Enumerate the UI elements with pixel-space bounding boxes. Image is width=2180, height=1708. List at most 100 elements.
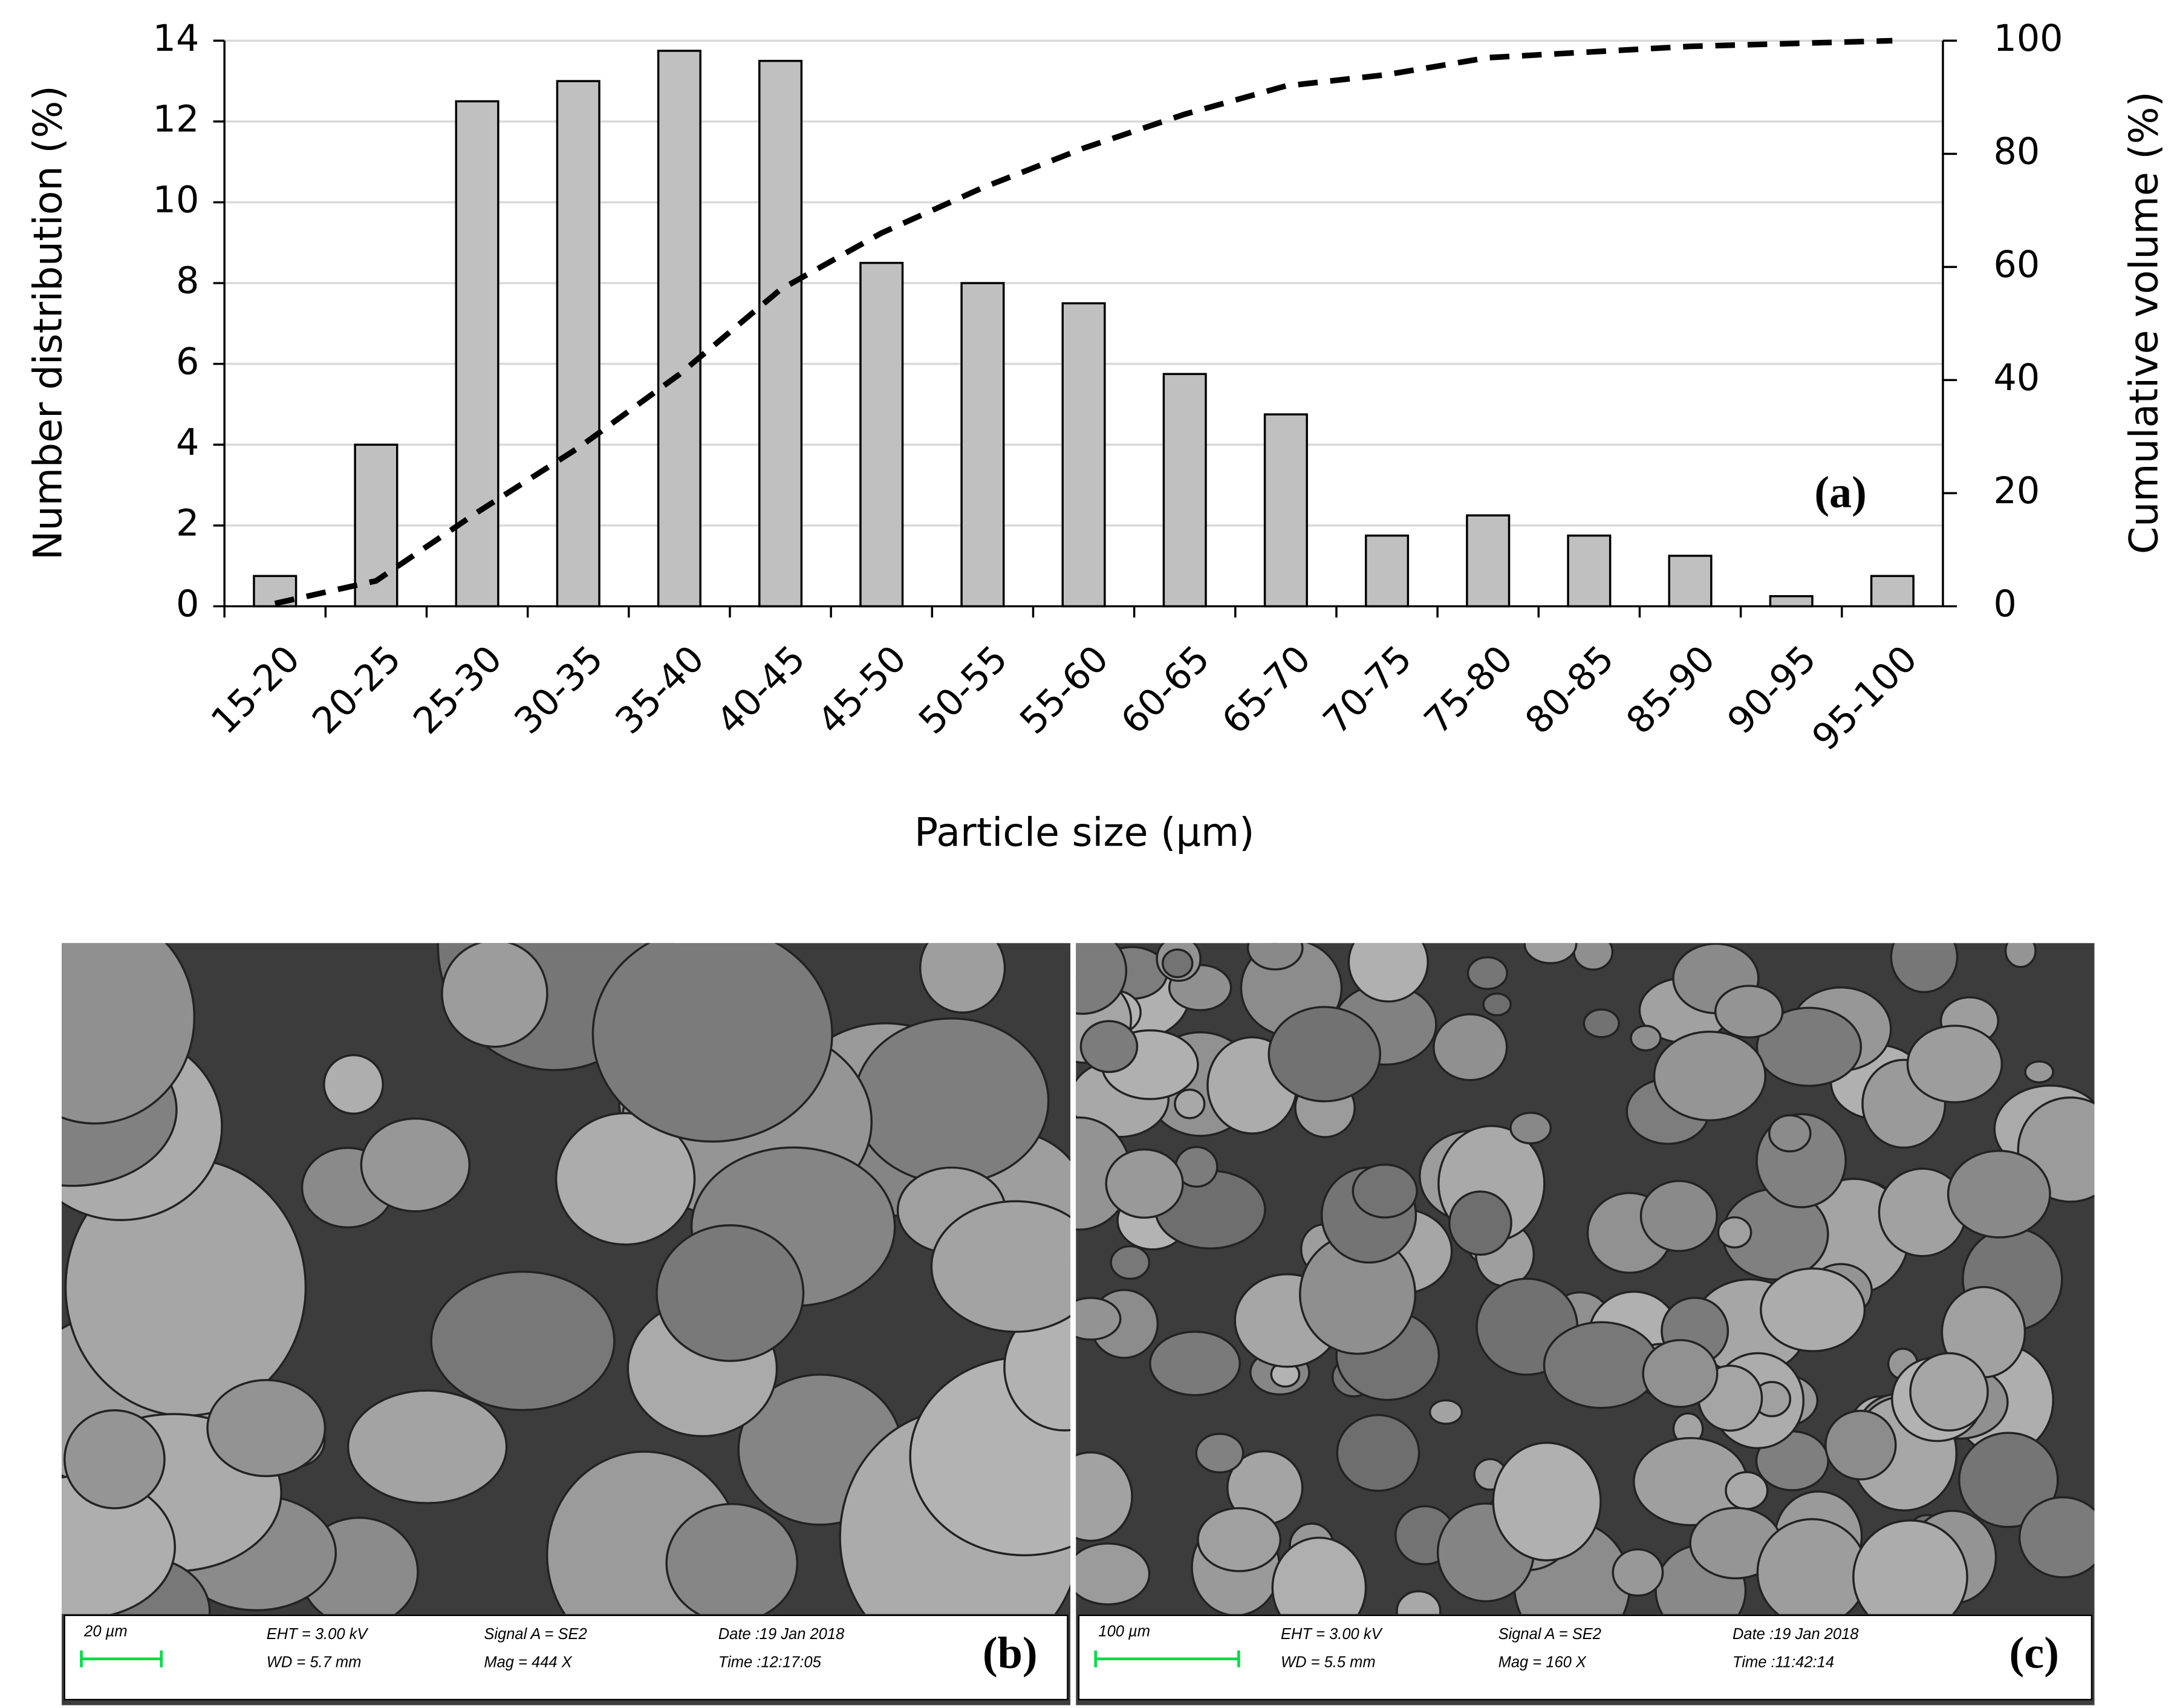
- bar: [1668, 555, 1713, 608]
- particle: [1543, 1321, 1659, 1409]
- x-tick-label: 60-65: [1113, 637, 1218, 742]
- eht: EHT = 3.00 kV: [1281, 1626, 1383, 1643]
- x-tick-label: 70-75: [1315, 637, 1420, 742]
- x-tick-label: 80-85: [1517, 637, 1622, 742]
- particle: [1768, 1114, 1812, 1153]
- particle: [1653, 1031, 1767, 1122]
- scale-label: 100 µm: [1098, 1623, 1150, 1640]
- bar: [758, 59, 803, 608]
- y2-tick-label: 0: [1993, 583, 2016, 625]
- particle: [1174, 1088, 1206, 1120]
- annotation: (a): [1814, 468, 1867, 517]
- particle: [62, 943, 196, 1125]
- bar: [1567, 534, 1612, 608]
- particle: [347, 1389, 508, 1505]
- info-bar: [1078, 1614, 2093, 1701]
- x-tick-label: 55-60: [1012, 637, 1116, 742]
- bar: [556, 80, 600, 608]
- time: Time :11:42:14: [1733, 1654, 1834, 1671]
- bar: [859, 261, 904, 608]
- particle: [1824, 1409, 1897, 1481]
- particle: [591, 943, 833, 1143]
- particle: [1076, 1297, 1122, 1341]
- x-tick-label: 30-35: [507, 637, 611, 742]
- particle: [1573, 943, 1614, 971]
- particle: [206, 1379, 327, 1478]
- particle: [1909, 1352, 1989, 1432]
- particle: [1433, 1013, 1508, 1081]
- date: Date :19 Jan 2018: [718, 1626, 845, 1643]
- particle: [1076, 1451, 1133, 1542]
- y2-tick-label: 20: [1993, 470, 2040, 512]
- bar: [1263, 413, 1308, 608]
- y-axis-title: Number distribution (%): [26, 85, 71, 560]
- particle: [2004, 943, 2037, 968]
- x-tick-label: 40-45: [709, 637, 813, 742]
- y-tick-label: 12: [153, 98, 200, 140]
- particle: [63, 1409, 166, 1510]
- time: Time :12:17:05: [718, 1654, 822, 1671]
- y2-tick-label: 40: [1993, 357, 2040, 399]
- bar: [1365, 534, 1410, 608]
- date: Date :19 Jan 2018: [1733, 1626, 1859, 1643]
- particle: [1110, 1245, 1151, 1280]
- particle: [1957, 1432, 2059, 1528]
- wd: WD = 5.5 mm: [1281, 1654, 1376, 1671]
- particle: [1612, 1548, 1664, 1597]
- y-tick-label: 14: [153, 18, 200, 60]
- particle: [1583, 1008, 1620, 1038]
- bar: [1870, 575, 1915, 608]
- y2-axis-title: Cumulative volume (%): [2121, 91, 2167, 554]
- particle: [1852, 1519, 1968, 1614]
- particle: [1076, 1542, 1151, 1606]
- particle: [2024, 1060, 2054, 1084]
- particle: [1492, 1441, 1602, 1562]
- particle: [1466, 956, 1508, 990]
- info-bar: [63, 1614, 1069, 1701]
- x-tick-label: 95-100: [1804, 637, 1926, 759]
- particle: [1195, 1432, 1245, 1474]
- y-tick-label: 4: [176, 422, 199, 464]
- particle: [1717, 1216, 1752, 1249]
- eht: EHT = 3.00 kV: [267, 1626, 369, 1643]
- y2-tick-label: 60: [1993, 244, 2040, 286]
- panel-tag: (b): [983, 1628, 1038, 1678]
- particle: [1482, 993, 1512, 1017]
- particle: [1197, 1507, 1282, 1573]
- particle: [2018, 1496, 2095, 1579]
- y-tick-label: 0: [176, 583, 199, 625]
- particle: [1509, 1112, 1552, 1145]
- particle: [1755, 1006, 1863, 1087]
- y-tick-label: 10: [153, 179, 200, 221]
- particle: [853, 1017, 1050, 1185]
- y2-tick-label: 100: [1993, 18, 2063, 60]
- particle: [1246, 943, 1304, 971]
- x-tick-label: 65-70: [1214, 637, 1319, 742]
- tag-box: [1982, 1619, 2086, 1696]
- bar: [1162, 373, 1207, 608]
- particle: [1428, 1399, 1463, 1425]
- mag: Mag = 160 X: [1498, 1654, 1587, 1671]
- particles: [62, 943, 1071, 1614]
- x-tick-label: 25-30: [405, 637, 510, 742]
- particle: [1396, 1590, 1442, 1614]
- x-tick-label: 50-55: [911, 637, 1015, 742]
- particle: [1105, 1148, 1184, 1219]
- particle: [1642, 1338, 1719, 1408]
- bar: [1769, 595, 1814, 608]
- signal: Signal A = SE2: [1498, 1626, 1601, 1643]
- particle: [323, 1054, 384, 1115]
- particle: [1947, 1150, 2051, 1239]
- x-axis-title: Particle size (μm): [914, 810, 1254, 856]
- y-tick-label: 6: [176, 341, 199, 383]
- particle: [360, 1117, 471, 1213]
- bar: [455, 100, 499, 608]
- particle: [1149, 1331, 1241, 1397]
- particle: [919, 943, 1006, 1014]
- particle: [1760, 1267, 1866, 1352]
- particle: [1336, 1413, 1420, 1492]
- particle: [1890, 943, 1959, 994]
- particle: [1639, 1179, 1719, 1253]
- x-tick-label: 20-25: [304, 637, 409, 742]
